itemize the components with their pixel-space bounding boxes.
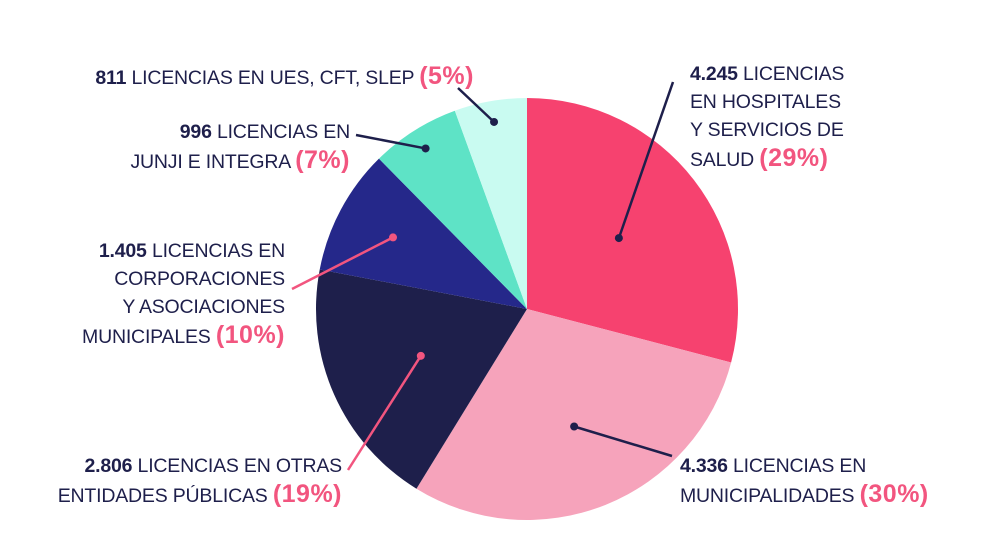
label-text: MUNICIPALES: [82, 326, 211, 348]
label-text: LICENCIAS EN: [216, 121, 350, 143]
pie-slice-otras: [315, 269, 527, 489]
label-text: Y SERVICIOS DE: [690, 119, 844, 141]
label-municipalidades: 4.336 LICENCIAS EN MUNICIPALIDADES (30%): [680, 452, 929, 510]
label-hospitales: 4.245 LICENCIAS EN HOSPITALES Y SERVICIO…: [690, 60, 844, 174]
label-percent: (29%): [759, 144, 829, 172]
label-text: LICENCIAS EN UES, CFT, SLEP: [131, 67, 414, 89]
label-text: LICENCIAS EN: [733, 455, 867, 477]
label-text: MUNICIPALIDADES: [680, 485, 855, 507]
label-text: LICENCIAS: [743, 63, 845, 85]
label-number: 811: [95, 67, 127, 89]
leader-line-ues: [457, 87, 495, 123]
pie-slice-hospitales: [527, 98, 738, 363]
label-percent: (10%): [215, 321, 285, 349]
label-percent: (5%): [419, 62, 474, 90]
leader-line-municipalidades: [573, 425, 673, 458]
label-number: 4.245: [690, 63, 738, 85]
leader-dot-junji: [421, 144, 430, 153]
label-text: LICENCIAS EN: [151, 240, 285, 262]
label-percent: (30%): [859, 480, 929, 508]
pie-slice-junji: [378, 110, 527, 309]
label-text: JUNJI E INTEGRA: [130, 151, 290, 173]
leader-line-junji: [355, 133, 426, 150]
leader-dot-municipalidades: [570, 422, 579, 431]
pie-slice-municipalidades: [416, 309, 732, 520]
leader-dot-otras: [416, 351, 425, 360]
leader-dot-ues: [490, 117, 499, 126]
label-text: SALUD: [690, 149, 755, 171]
pie-slice-ues: [454, 98, 527, 309]
label-number: 996: [179, 121, 212, 143]
label-text: Y ASOCIACIONES: [122, 296, 285, 318]
label-number: 1.405: [98, 240, 147, 262]
leader-line-otras: [346, 355, 422, 471]
label-ues: 811 LICENCIAS EN UES, CFT, SLEP (5%): [95, 62, 474, 92]
pie-slice-corporaciones: [319, 158, 527, 309]
label-text: ENTIDADES PÚBLICAS: [57, 485, 268, 507]
label-otras-entidades: 2.806 LICENCIAS EN OTRAS ENTIDADES PÚBLI…: [58, 452, 342, 510]
label-percent: (7%): [295, 146, 350, 174]
leader-dot-hospitales: [614, 234, 623, 243]
label-percent: (19%): [272, 480, 342, 508]
label-text: LICENCIAS EN OTRAS: [137, 455, 343, 477]
label-number: 2.806: [84, 455, 133, 477]
leader-line-hospitales: [617, 81, 675, 239]
label-text: CORPORACIONES: [114, 268, 285, 290]
label-number: 4.336: [680, 455, 728, 477]
label-text: EN HOSPITALES: [690, 91, 841, 113]
label-corporaciones: 1.405 LICENCIAS EN CORPORACIONES Y ASOCI…: [82, 237, 285, 351]
leader-dot-corporaciones: [389, 233, 398, 242]
label-junji: 996 LICENCIAS EN JUNJI E INTEGRA (7%): [130, 118, 350, 176]
leader-line-corporaciones: [291, 236, 394, 291]
